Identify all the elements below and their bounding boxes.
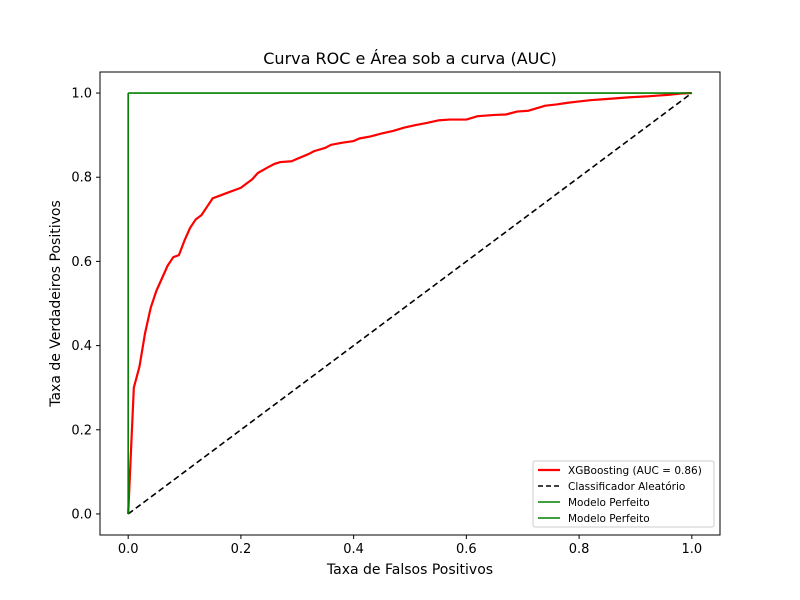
y-tick-label: 0.6 bbox=[71, 255, 92, 270]
plot-frame bbox=[99, 71, 721, 536]
tick-layer: 0.0 0.2 0.4 0.6 0.8 1.0 0.0 0.2 0.4 0.6 0.8 1.0 bbox=[71, 87, 702, 557]
series-line-0 bbox=[127, 91, 692, 514]
x-tick-label: 0.2 bbox=[231, 542, 252, 557]
x-axis-label: Taxa de Falsos Positivos bbox=[326, 562, 493, 578]
x-tick-label: 1.0 bbox=[681, 542, 702, 557]
legend-label-0: XGBoosting (AUC = 0.86) bbox=[568, 465, 702, 477]
x-tick-label: 0.6 bbox=[456, 542, 477, 557]
y-axis-label: Taxa de Verdadeiros Positivos bbox=[48, 200, 64, 408]
series-line-1 bbox=[127, 92, 693, 515]
y-tick-label: 0.4 bbox=[71, 339, 92, 354]
y-tick-label: 0.8 bbox=[71, 171, 92, 186]
legend: XGBoosting (AUC = 0.86) Classificador Ale… bbox=[532, 460, 715, 528]
y-tick-label: 0.0 bbox=[71, 507, 92, 522]
legend-label-2: Modelo Perfeito bbox=[568, 497, 650, 509]
chart-title: Curva ROC e Área sob a curva (AUC) bbox=[263, 49, 557, 68]
x-tick-label: 0.8 bbox=[569, 542, 590, 557]
legend-label-3: Modelo Perfeito bbox=[568, 513, 650, 525]
legend-label-1: Classificador Aleatório bbox=[568, 481, 685, 493]
x-tick-label: 0.0 bbox=[118, 542, 139, 557]
y-tick-label: 1.0 bbox=[71, 87, 92, 102]
y-tick-label: 0.2 bbox=[71, 423, 92, 438]
series-layer bbox=[127, 91, 693, 515]
legend-box bbox=[532, 460, 715, 528]
x-tick-label: 0.4 bbox=[343, 542, 364, 557]
